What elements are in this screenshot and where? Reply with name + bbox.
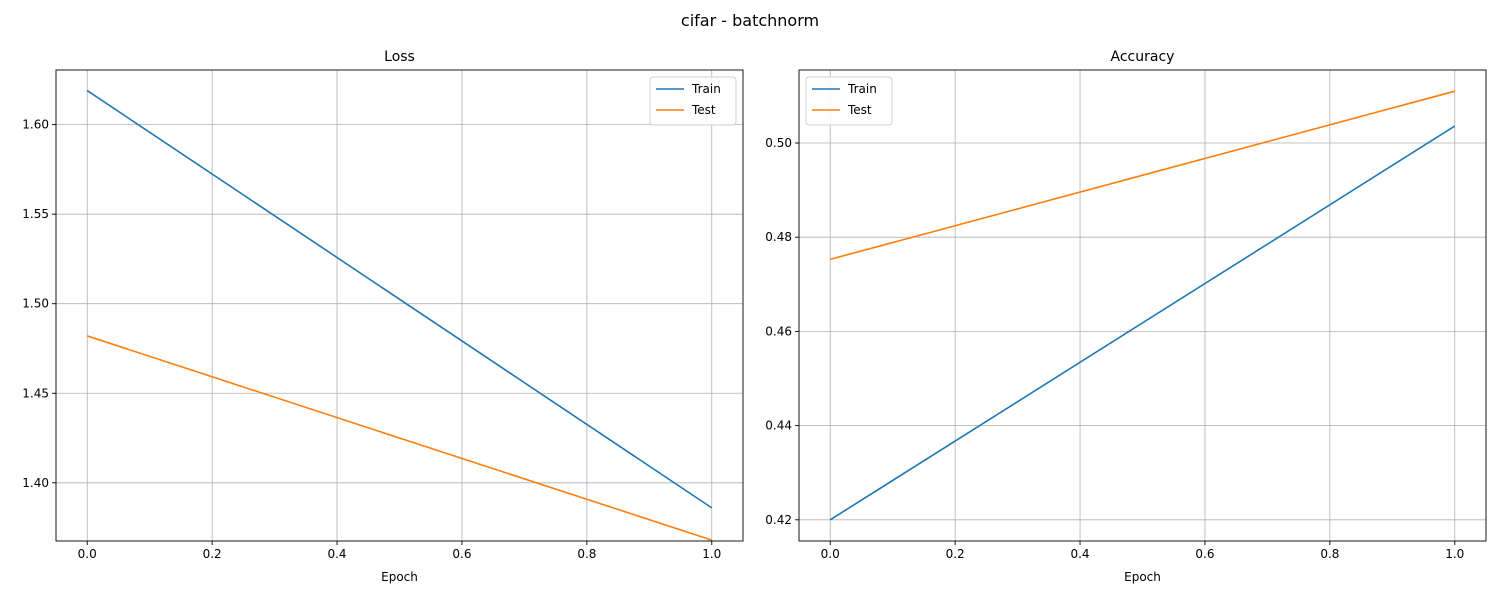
accuracy-chart: 0.0 0.2 0.4 0.6 0.8 1.0 0.42 0.44 0.46 0.48 0.50 Ac…	[765, 49, 1487, 584]
series-line-test	[86, 335, 713, 541]
x-tick-label: 0.0	[821, 547, 840, 561]
y-tick-label: 0.50	[765, 136, 792, 150]
y-tick-label: 1.40	[22, 476, 49, 490]
figure-title: cifar - batchnorm	[681, 11, 819, 30]
series-line-train	[829, 125, 1456, 521]
legend-label-test: Test	[847, 103, 872, 117]
legend: Train Test	[805, 76, 893, 126]
y-tick-label: 1.55	[22, 207, 49, 221]
x-axis-label: Epoch	[1124, 570, 1161, 584]
y-tick-label: 0.48	[765, 230, 792, 244]
x-tick-label: 0.2	[203, 547, 222, 561]
series-line-train	[86, 89, 713, 509]
y-tick-label: 1.60	[22, 118, 49, 132]
x-tick-label: 1.0	[702, 547, 721, 561]
legend-label-train: Train	[847, 82, 877, 96]
x-tick-label: 0.4	[327, 547, 346, 561]
plot-area-frame	[798, 69, 1487, 542]
series-line-test	[830, 90, 1455, 261]
x-axis-label: Epoch	[381, 570, 418, 584]
y-tick-label: 0.46	[765, 324, 792, 338]
legend-label-test: Test	[691, 103, 716, 117]
legend-label-train: Train	[691, 82, 721, 96]
x-tick-label: 0.6	[452, 547, 471, 561]
x-tick-label: 0.0	[78, 547, 97, 561]
x-tick-label: 0.6	[1195, 547, 1214, 561]
x-tick-label: 0.4	[1070, 547, 1089, 561]
x-tick-label: 0.8	[1320, 547, 1339, 561]
chart-title: Accuracy	[1111, 49, 1175, 65]
y-tick-label: 1.45	[22, 386, 49, 400]
chart-panels: 0.0 0.2 0.4 0.6 0.8 1.0 1.40 1.45 1.50 1.55 1.60 Lo…	[22, 49, 1487, 584]
x-tick-label: 1.0	[1445, 547, 1464, 561]
legend: Train Test	[649, 76, 737, 126]
loss-chart: 0.0 0.2 0.4 0.6 0.8 1.0 1.40 1.45 1.50 1.55 1.60 Lo…	[22, 49, 744, 584]
y-tick-label: 0.42	[765, 513, 792, 527]
y-tick-label: 0.44	[765, 419, 792, 433]
plot-area-frame	[55, 69, 744, 542]
chart-title: Loss	[384, 49, 415, 65]
y-tick-label: 1.50	[22, 297, 49, 311]
x-tick-label: 0.2	[946, 547, 965, 561]
x-tick-label: 0.8	[577, 547, 596, 561]
